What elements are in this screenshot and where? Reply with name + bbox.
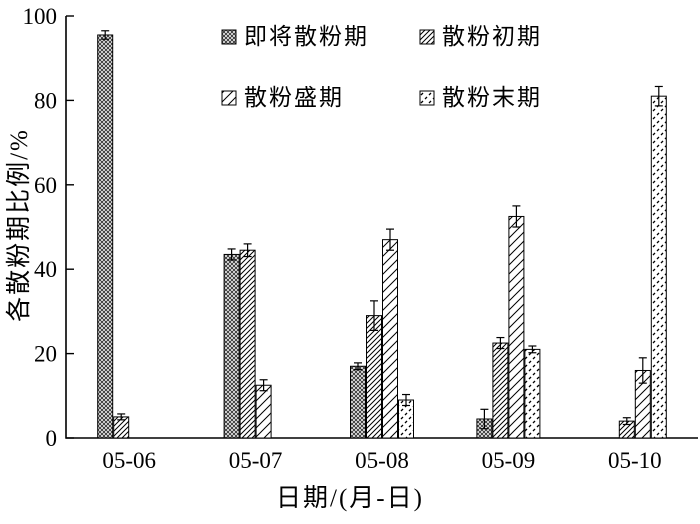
bar-散粉末期-05-10 — [650, 95, 667, 439]
y-tick-label: 20 — [34, 342, 57, 367]
legend-swatch-diag-sparse — [221, 90, 237, 106]
y-tick-label: 0 — [46, 426, 58, 451]
y-tick-label: 100 — [23, 4, 58, 29]
x-category-label: 05-07 — [229, 448, 283, 473]
x-category-label: 05-08 — [355, 448, 409, 473]
y-tick-label: 40 — [34, 257, 57, 282]
bar-散粉初期-05-08 — [366, 315, 382, 439]
legend-swatch-dash-speckle — [419, 90, 435, 106]
y-tick-label: 60 — [34, 173, 57, 198]
x-category-label: 05-09 — [482, 448, 536, 473]
bar-散粉初期-05-09 — [492, 342, 509, 439]
legend-label: 散粉末期 — [442, 85, 542, 110]
bar-散粉盛期-05-09 — [508, 215, 525, 439]
bar-散粉末期-05-09 — [524, 348, 541, 439]
bar-散粉初期-05-07 — [239, 249, 256, 439]
bar-即将散粉期-05-07 — [223, 253, 240, 439]
legend-label: 即将散粉期 — [244, 24, 369, 49]
x-category-label: 05-10 — [608, 448, 662, 473]
legend-label: 散粉初期 — [442, 24, 542, 49]
bar-即将散粉期-05-08 — [350, 365, 366, 439]
legend-label: 散粉盛期 — [244, 85, 344, 110]
y-tick-label: 80 — [34, 88, 57, 113]
y-axis-title: 各散粉期比例/% — [6, 128, 33, 322]
x-axis-title: 日期/(月-日) — [276, 485, 424, 512]
bar-即将散粉期-05-06 — [97, 34, 114, 439]
legend-swatch-diag-dense — [419, 29, 435, 45]
bar-散粉盛期-05-08 — [382, 239, 398, 439]
x-category-label: 05-06 — [102, 448, 156, 473]
legend-swatch-crosshatch — [221, 29, 237, 45]
bar-散粉盛期-05-07 — [255, 384, 272, 439]
